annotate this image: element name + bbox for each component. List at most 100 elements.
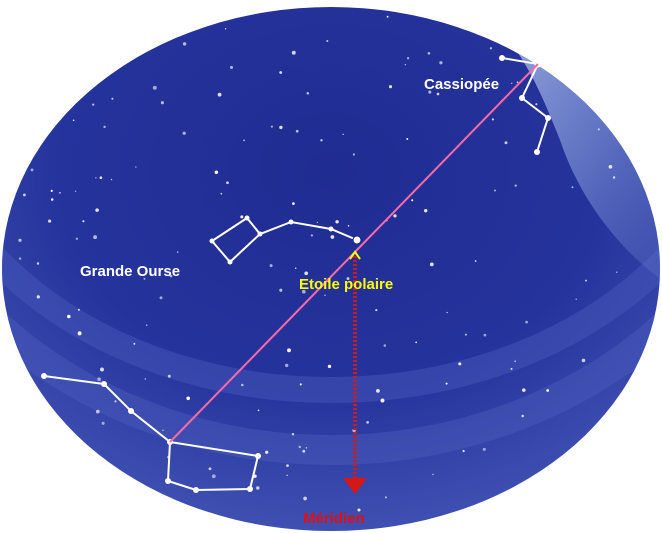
background-star bbox=[406, 57, 410, 60]
background-star bbox=[464, 333, 467, 336]
background-star bbox=[352, 153, 355, 156]
background-star bbox=[302, 449, 306, 453]
background-star bbox=[406, 138, 409, 140]
background-star bbox=[320, 139, 323, 142]
background-star bbox=[462, 449, 465, 453]
background-star bbox=[525, 320, 528, 324]
background-star bbox=[316, 221, 318, 223]
background-star bbox=[286, 464, 289, 467]
background-star bbox=[608, 164, 613, 169]
background-star bbox=[295, 129, 299, 133]
background-star bbox=[30, 168, 34, 172]
background-star bbox=[75, 237, 79, 240]
background-star bbox=[100, 367, 104, 372]
background-star bbox=[504, 141, 508, 145]
background-star bbox=[182, 131, 186, 135]
background-star bbox=[489, 47, 493, 50]
background-star bbox=[342, 133, 344, 135]
background-star bbox=[474, 260, 477, 262]
background-star bbox=[256, 486, 260, 490]
background-star bbox=[77, 308, 80, 311]
background-star bbox=[616, 271, 618, 273]
grande-ourse-stars bbox=[41, 373, 261, 493]
background-star bbox=[483, 333, 487, 337]
background-star bbox=[133, 342, 136, 345]
background-star bbox=[162, 429, 164, 432]
background-star bbox=[301, 289, 306, 294]
background-star bbox=[169, 274, 173, 278]
background-star bbox=[229, 65, 234, 69]
background-star bbox=[439, 61, 443, 65]
background-star bbox=[269, 264, 273, 268]
background-star bbox=[347, 225, 350, 227]
background-star bbox=[482, 447, 486, 451]
background-star bbox=[393, 214, 397, 218]
label-etoile-polaire: Etoile polaire bbox=[299, 276, 393, 293]
background-star bbox=[99, 176, 103, 180]
background-star bbox=[50, 189, 53, 192]
background-star bbox=[36, 262, 40, 265]
background-star bbox=[95, 208, 99, 212]
background-star bbox=[581, 358, 586, 363]
background-star bbox=[298, 445, 302, 449]
background-star bbox=[291, 432, 295, 436]
background-star bbox=[357, 508, 361, 512]
background-star bbox=[285, 363, 289, 368]
background-star bbox=[92, 103, 95, 106]
background-star bbox=[294, 267, 297, 269]
background-star bbox=[167, 374, 171, 378]
background-star bbox=[546, 389, 550, 392]
background-star bbox=[432, 473, 434, 476]
background-star bbox=[182, 42, 187, 46]
background-star bbox=[303, 496, 307, 501]
background-star bbox=[243, 139, 246, 142]
background-star bbox=[77, 331, 82, 336]
background-star bbox=[612, 176, 616, 179]
background-star bbox=[144, 378, 147, 380]
background-star bbox=[514, 360, 516, 362]
background-star bbox=[217, 92, 222, 97]
background-star bbox=[240, 215, 244, 219]
background-star bbox=[152, 85, 157, 90]
background-star bbox=[211, 474, 216, 479]
background-star bbox=[375, 309, 378, 312]
background-star bbox=[458, 362, 462, 366]
label-cassiopee: Cassiopée bbox=[424, 76, 499, 93]
background-star bbox=[291, 50, 296, 55]
polaris-star bbox=[352, 235, 362, 245]
background-star bbox=[279, 288, 283, 292]
background-star bbox=[366, 421, 369, 424]
background-star bbox=[535, 103, 538, 106]
background-star bbox=[330, 235, 335, 239]
background-star bbox=[376, 389, 380, 393]
background-star bbox=[103, 125, 106, 129]
background-star bbox=[74, 190, 77, 193]
background-star bbox=[82, 220, 85, 223]
background-star bbox=[306, 92, 310, 95]
background-star bbox=[446, 311, 448, 314]
petite-ourse-constellation bbox=[210, 216, 358, 264]
background-star bbox=[305, 447, 308, 449]
background-star bbox=[208, 467, 212, 471]
background-stars bbox=[18, 15, 618, 512]
background-star bbox=[383, 344, 387, 347]
background-star bbox=[429, 262, 434, 267]
background-star bbox=[257, 409, 260, 412]
background-star bbox=[110, 178, 113, 181]
background-star bbox=[220, 192, 223, 195]
background-star bbox=[384, 496, 387, 499]
background-star bbox=[310, 234, 314, 237]
background-star bbox=[424, 209, 428, 213]
background-star bbox=[101, 421, 105, 425]
background-star bbox=[386, 15, 389, 18]
background-star bbox=[585, 279, 587, 282]
background-star bbox=[18, 238, 22, 242]
background-star bbox=[491, 118, 494, 121]
background-star bbox=[48, 219, 52, 223]
background-star bbox=[324, 294, 326, 297]
background-star bbox=[95, 177, 97, 179]
background-star bbox=[135, 166, 137, 168]
background-star bbox=[214, 170, 219, 175]
background-star bbox=[176, 251, 179, 253]
